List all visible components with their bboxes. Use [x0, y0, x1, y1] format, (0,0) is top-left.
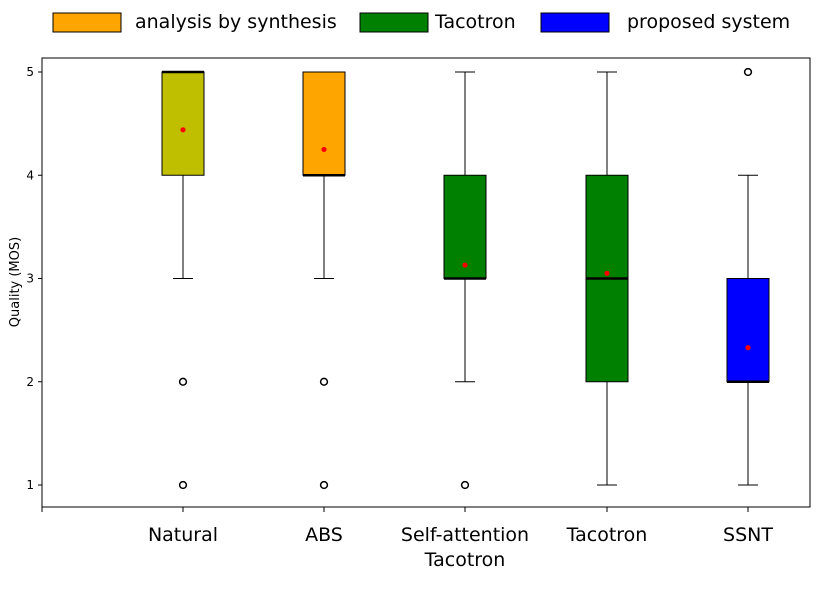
- x-tick-label: Self-attention: [401, 524, 529, 546]
- x-tick-label: Tacotron: [424, 549, 506, 571]
- outlier-point: [178, 480, 188, 490]
- x-tick-label: SSNT: [723, 524, 773, 546]
- box-group: [161, 70, 205, 490]
- mean-marker: [604, 270, 610, 276]
- y-tick-label: 3: [26, 272, 34, 286]
- box-group: [443, 71, 487, 490]
- y-axis: 1 2 3 4 5: [26, 65, 42, 492]
- legend-label: analysis by synthesis: [135, 11, 337, 33]
- outlier-point: [319, 377, 329, 386]
- boxes: [161, 67, 770, 490]
- outlier-point: [743, 67, 753, 77]
- outlier-point: [319, 480, 329, 490]
- y-tick-label: 2: [26, 375, 34, 389]
- legend-swatch: [52, 12, 122, 33]
- mean-marker: [462, 262, 468, 268]
- plot-area: [41, 57, 811, 508]
- box-body: [302, 71, 346, 176]
- legend-swatch: [359, 12, 429, 33]
- x-tick-label: Tacotron: [566, 524, 648, 546]
- mean-marker: [745, 345, 751, 351]
- box-group: [585, 71, 629, 486]
- x-tick-label: Natural: [148, 524, 218, 546]
- box-group: [302, 71, 346, 490]
- legend-label: Tacotron: [434, 11, 516, 33]
- legend-swatch: [540, 12, 610, 33]
- y-tick-label: 5: [26, 65, 34, 79]
- outlier-point: [460, 480, 470, 490]
- legend-label: proposed system: [627, 11, 790, 33]
- mean-marker: [321, 146, 327, 153]
- outlier-point: [178, 377, 188, 386]
- y-tick-label: 4: [26, 168, 34, 182]
- x-axis: Natural ABS Self-attention Tacotron Tacotron…: [41, 507, 773, 571]
- box-body: [443, 174, 487, 279]
- box-body: [161, 71, 205, 176]
- box-group: [726, 67, 770, 486]
- mean-marker: [180, 127, 186, 133]
- x-tick-label: ABS: [305, 524, 343, 546]
- y-axis-label: Quality (MOS): [8, 237, 23, 327]
- box-body: [726, 278, 770, 383]
- legend: analysis by synthesis Tacotron proposed sy…: [52, 11, 790, 33]
- y-tick-label: 1: [26, 478, 34, 492]
